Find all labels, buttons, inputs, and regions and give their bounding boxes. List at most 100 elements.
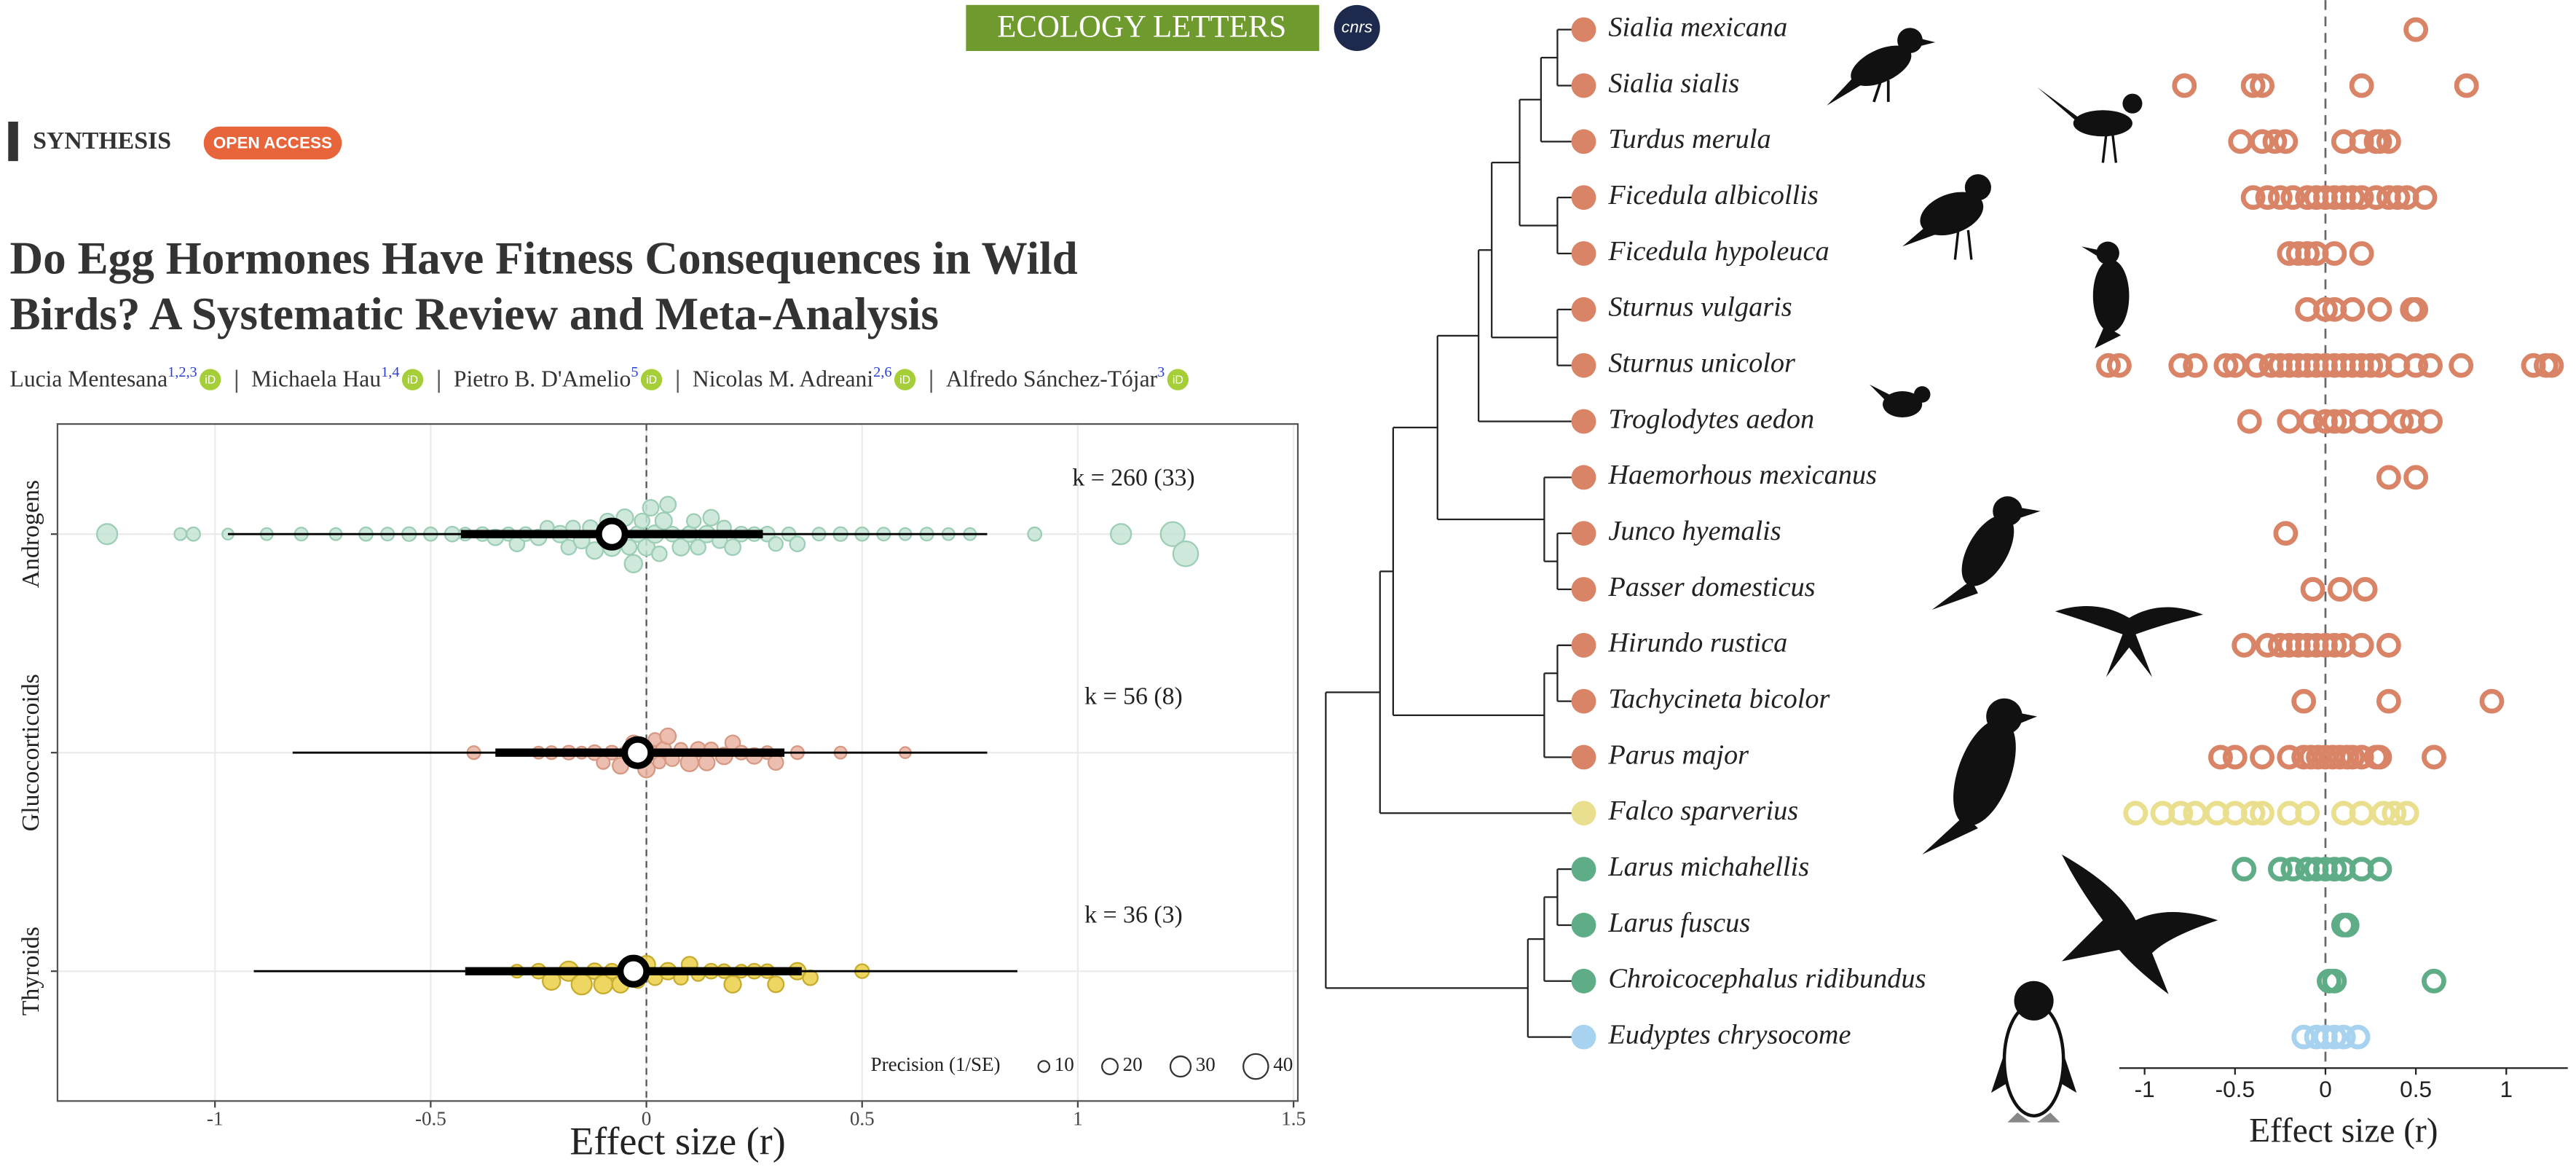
legend-size-label: 10 <box>1055 1053 1074 1075</box>
effect-point <box>2168 353 2194 378</box>
effect-point <box>2222 744 2248 770</box>
effect-point <box>1110 523 1133 546</box>
effect-point <box>2322 968 2347 994</box>
effect-point <box>2172 73 2197 98</box>
legend-size-marker <box>1169 1055 1192 1078</box>
effect-point <box>2403 353 2429 378</box>
effect-point <box>2449 353 2474 378</box>
effect-point <box>2322 1024 2347 1050</box>
orcid-icon <box>401 369 424 390</box>
x-tick-label: -1 <box>207 1108 224 1130</box>
effect-point <box>2273 521 2299 546</box>
effect-point <box>2313 296 2338 322</box>
author-name: Michaela Hau <box>251 366 381 392</box>
tip-marker <box>1571 241 1596 266</box>
effect-point <box>2403 465 2429 490</box>
x-tick-label: 1 <box>1073 1108 1083 1130</box>
effect-point <box>2208 744 2233 770</box>
tip-marker <box>1571 577 1596 602</box>
author-affiliation: 5 <box>631 364 638 380</box>
effect-point <box>2322 632 2347 658</box>
x-tick-label: -0.5 <box>415 1108 446 1130</box>
effect-point <box>2376 688 2401 714</box>
orcid-icon <box>640 369 663 390</box>
legend-size-marker <box>1037 1060 1051 1073</box>
author: Nicolas M. Adreani2,6 <box>693 364 892 392</box>
legend-size-label: 40 <box>1273 1053 1293 1075</box>
effect-point <box>2267 857 2293 882</box>
tip-marker <box>1571 744 1596 770</box>
effect-point <box>642 499 660 517</box>
journal-name: ECOLOGY LETTERS <box>997 10 1286 44</box>
species-label: Ficedula albicollis <box>1607 180 1818 211</box>
section-bar <box>8 121 18 162</box>
effect-point <box>2371 801 2396 826</box>
author-list: Lucia Mentesana1,2,3 iD Michaela Hau1,4 iD P… <box>10 364 1189 393</box>
publisher-logo <box>1334 4 1380 52</box>
effect-point <box>2367 129 2392 154</box>
tip-marker <box>1571 409 1596 434</box>
author: Lucia Mentesana1,2,3 <box>10 364 197 392</box>
author-name: Alfredo Sánchez-Tójar <box>946 366 1158 392</box>
orchard-plot: -1 -0.5 0 0.5 1 1.5 Androgens k = 260 (33) Gluco… <box>17 423 1306 1163</box>
section-label: SYNTHESIS <box>33 127 171 154</box>
effect-point <box>702 508 720 527</box>
effect-point <box>2376 129 2401 154</box>
mean-estimate <box>617 954 650 988</box>
effect-point <box>2228 129 2253 154</box>
y-category-label: Androgens <box>17 480 44 588</box>
effect-point <box>2376 632 2401 658</box>
species-label: Hirundo rustica <box>1607 628 1787 659</box>
effect-point <box>2358 353 2383 378</box>
effect-point <box>2300 577 2325 602</box>
effect-point <box>2327 577 2352 602</box>
effect-point <box>2345 1024 2371 1050</box>
species-label: Falco sparverius <box>1607 795 1798 826</box>
tip-marker <box>1571 688 1596 714</box>
effect-point <box>2322 241 2347 266</box>
tip-marker <box>1571 296 1596 322</box>
effect-point <box>173 527 188 541</box>
effect-point <box>2340 296 2366 322</box>
journal-banner <box>966 4 1320 52</box>
tip-marker <box>1571 521 1596 546</box>
author: Alfredo Sánchez-Tójar3 <box>946 364 1165 392</box>
legend-size-marker <box>1242 1053 1269 1080</box>
effect-point <box>2367 296 2392 322</box>
effect-point <box>652 755 666 770</box>
effect-point <box>2352 577 2378 602</box>
effect-point <box>2262 129 2288 154</box>
species-label: Passer domesticus <box>1607 572 1815 602</box>
y-category-label: Glucocorticoids <box>17 674 44 831</box>
bird-silhouettes <box>1827 28 2218 1123</box>
effect-point <box>2240 801 2266 826</box>
effect-point <box>2389 409 2414 434</box>
k-label: k = 260 (33) <box>1072 465 1194 492</box>
effect-point <box>2422 744 2446 770</box>
effect-point <box>2340 185 2366 211</box>
effect-point <box>2291 688 2317 714</box>
phylogeny-forest-plot: Sialia mexicana Sialia sialis Turdus merul… <box>1325 0 2568 1150</box>
author-name: Nicolas M. Adreani <box>693 366 873 392</box>
k-label: k = 56 (8) <box>1084 683 1183 710</box>
effect-point <box>2349 632 2374 658</box>
effect-point <box>2232 632 2257 658</box>
publisher-name: cnrs <box>1342 17 1373 36</box>
x-tick-label: 0 <box>642 1108 652 1130</box>
legend-size-label: 20 <box>1123 1053 1143 1075</box>
effect-point <box>2331 1024 2356 1050</box>
orcid-label: iD <box>407 374 418 386</box>
tip-marker <box>1571 353 1596 378</box>
species-label: Haemorhous mexicanus <box>1607 460 1877 490</box>
effect-point <box>2280 857 2306 882</box>
k-label: k = 36 (3) <box>1084 902 1183 929</box>
legend-title: Precision (1/SE) <box>871 1053 1001 1075</box>
species-label: Larus fuscus <box>1607 908 1750 938</box>
plot-frame <box>56 423 1299 1102</box>
species-label: Junco hyemalis <box>1608 516 1781 546</box>
x-axis-title: Effect size (r) <box>570 1120 786 1163</box>
effect-point <box>2240 73 2266 98</box>
effect-point <box>2250 744 2274 770</box>
